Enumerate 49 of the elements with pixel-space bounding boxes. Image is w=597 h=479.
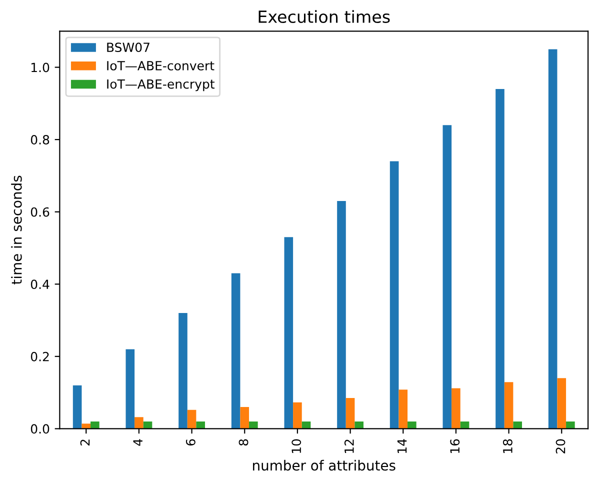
bar [187,410,196,429]
y-axis-title: time in seconds [11,176,22,284]
x-axis-title: number of attributes [253,460,396,471]
bar [398,390,408,429]
bar [82,424,91,429]
x-tick-label: 4 [133,439,142,446]
bar [293,402,302,429]
bar [566,421,575,429]
bar [134,417,144,429]
bar [452,388,460,429]
y-tick-label: 1.0 [31,62,50,72]
bar [90,421,100,429]
bar [240,407,250,429]
x-tick-label: 20 [556,439,566,454]
bar [337,201,346,429]
x-tick-label: 10 [292,439,302,453]
x-tick-label: 16 [450,439,460,453]
x-tick-label: 12 [344,440,354,453]
bar [354,421,364,429]
x-tick-label: 2 [80,440,90,446]
bar [390,161,399,429]
chart-title: Execution times [258,10,390,24]
x-tick-label: 18 [502,439,512,453]
bar [548,49,558,429]
bar [284,237,294,429]
bar [496,88,504,429]
bar [231,273,240,429]
bar [442,125,452,429]
y-tick-label: 0.8 [30,135,50,144]
legend-label: IoT—ABE-encrypt [107,79,215,92]
x-tick-label: 14 [397,439,407,453]
bar [504,382,514,429]
legend-label: IoT—ABE-convert [107,61,214,70]
legend-label: BSW07 [107,42,150,52]
bar [346,398,355,429]
x-tick-label: 8 [238,439,248,446]
bar [72,385,82,429]
y-tick-label: 0.4 [30,280,50,290]
x-tick-label: 6 [186,439,196,446]
y-tick-label: 0.2 [30,352,49,362]
y-tick-label: 0.6 [30,207,50,217]
bar [249,421,258,429]
bar [513,421,522,429]
bar [408,421,416,429]
bar [178,313,188,429]
y-tick-label: 0.0 [30,424,50,434]
bar [196,421,205,429]
bar [557,378,566,429]
bar [126,349,135,429]
